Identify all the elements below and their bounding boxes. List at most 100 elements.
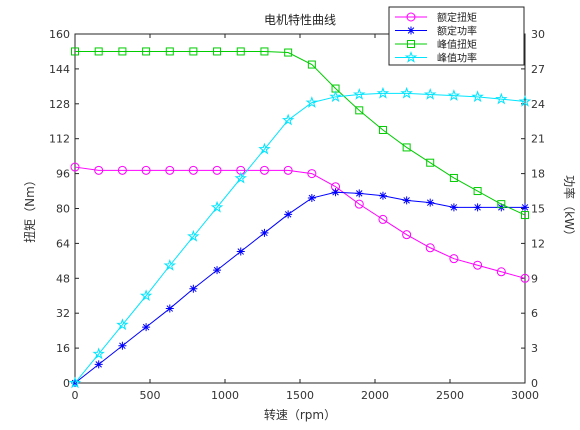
data-point bbox=[307, 194, 316, 203]
data-point bbox=[118, 47, 127, 56]
data-point bbox=[496, 267, 506, 277]
data-point bbox=[68, 376, 82, 389]
data-point bbox=[187, 229, 200, 242]
data-point bbox=[449, 254, 459, 264]
y-right-tick-label: 15 bbox=[531, 203, 545, 216]
y-right-tick-label: 6 bbox=[531, 307, 538, 320]
data-point bbox=[307, 60, 316, 69]
legend-marker bbox=[407, 26, 415, 35]
y-right-tick-label: 3 bbox=[531, 342, 538, 355]
data-point bbox=[402, 143, 411, 152]
data-point bbox=[71, 47, 79, 56]
data-point bbox=[473, 260, 483, 270]
y-left-tick-label: 16 bbox=[56, 342, 70, 355]
y-left-tick-label: 80 bbox=[56, 203, 70, 216]
legend-label: 额定扭矩 bbox=[437, 11, 477, 24]
legend-label: 峰值扭矩 bbox=[437, 38, 477, 51]
legend-item: 峰值功率 bbox=[395, 50, 477, 65]
data-point bbox=[497, 200, 506, 209]
data-point bbox=[378, 191, 387, 200]
y-left-tick-label: 128 bbox=[49, 98, 70, 111]
data-point bbox=[210, 200, 224, 213]
data-point bbox=[402, 230, 412, 240]
data-point bbox=[188, 165, 198, 175]
data-point bbox=[283, 165, 293, 175]
data-point bbox=[520, 273, 530, 283]
data-point bbox=[521, 211, 529, 220]
y-right-tick-label: 18 bbox=[531, 168, 545, 181]
data-point bbox=[117, 165, 127, 175]
data-point bbox=[70, 162, 80, 172]
x-tick-label: 2000 bbox=[361, 389, 389, 402]
x-axis-title: 转速（rpm） bbox=[264, 407, 336, 422]
series-group bbox=[68, 86, 532, 389]
series-line bbox=[74, 191, 525, 384]
legend-item: 额定扭矩 bbox=[395, 11, 477, 24]
chart-title: 电机特性曲线 bbox=[264, 12, 336, 27]
data-point bbox=[94, 165, 104, 175]
y-left-tick-label: 64 bbox=[56, 237, 70, 250]
data-point bbox=[281, 113, 295, 126]
data-point bbox=[163, 258, 177, 271]
y-left-tick-label: 160 bbox=[49, 28, 70, 41]
y-left-tick-label: 144 bbox=[49, 63, 70, 76]
data-point bbox=[329, 90, 342, 103]
data-point bbox=[521, 203, 529, 212]
y-left-tick-label: 0 bbox=[63, 377, 70, 390]
y-right-tick-label: 27 bbox=[531, 63, 545, 76]
data-point bbox=[94, 47, 103, 56]
data-point bbox=[165, 165, 175, 175]
data-point bbox=[425, 243, 435, 253]
x-tick-label: 0 bbox=[72, 389, 79, 402]
data-point bbox=[92, 347, 105, 360]
legend-label: 额定功率 bbox=[437, 25, 477, 38]
x-tick-label: 3000 bbox=[511, 389, 539, 402]
data-point bbox=[426, 198, 435, 207]
data-point bbox=[473, 203, 482, 212]
data-point bbox=[139, 289, 153, 302]
x-tick-label: 1000 bbox=[211, 389, 239, 402]
data-point bbox=[165, 304, 174, 313]
legend-marker bbox=[404, 50, 418, 63]
data-point bbox=[118, 341, 127, 350]
legend-marker bbox=[406, 12, 416, 22]
data-point bbox=[376, 86, 390, 99]
x-tick-label: 500 bbox=[140, 389, 161, 402]
data-point bbox=[331, 188, 340, 197]
y-right-tick-label: 9 bbox=[531, 272, 538, 285]
legend-marker bbox=[407, 40, 415, 48]
x-tick-label: 1500 bbox=[286, 389, 314, 402]
data-point bbox=[213, 266, 222, 275]
legend-item: 峰值扭矩 bbox=[395, 38, 477, 51]
data-point bbox=[355, 189, 364, 198]
plot-area-frame bbox=[74, 33, 526, 384]
data-point bbox=[94, 360, 103, 369]
y-right-tick-label: 12 bbox=[531, 237, 545, 250]
data-point bbox=[234, 171, 247, 184]
data-point bbox=[259, 165, 269, 175]
legend-label: 峰值功率 bbox=[437, 52, 477, 65]
y-right-tick-label: 21 bbox=[531, 133, 545, 146]
data-point bbox=[471, 90, 484, 103]
y-right-tick-label: 24 bbox=[531, 98, 545, 111]
data-point bbox=[236, 47, 245, 56]
series-layer bbox=[68, 47, 532, 389]
y-right-axis-title: 功率（kW） bbox=[562, 175, 577, 242]
y-left-tick-label: 48 bbox=[56, 272, 70, 285]
y-left-axis-title: 扭矩（Nm） bbox=[23, 174, 37, 243]
data-point bbox=[116, 318, 129, 331]
y-left-tick-label: 32 bbox=[56, 307, 70, 320]
data-point bbox=[378, 214, 388, 224]
data-point bbox=[142, 323, 151, 332]
series-line bbox=[74, 92, 526, 384]
data-point bbox=[449, 203, 458, 212]
data-point bbox=[258, 142, 271, 155]
y-right-tick-label: 30 bbox=[531, 28, 545, 41]
data-point bbox=[426, 158, 435, 167]
data-point bbox=[473, 187, 482, 196]
data-point bbox=[305, 96, 319, 108]
data-point bbox=[378, 125, 387, 134]
data-point bbox=[447, 89, 461, 101]
